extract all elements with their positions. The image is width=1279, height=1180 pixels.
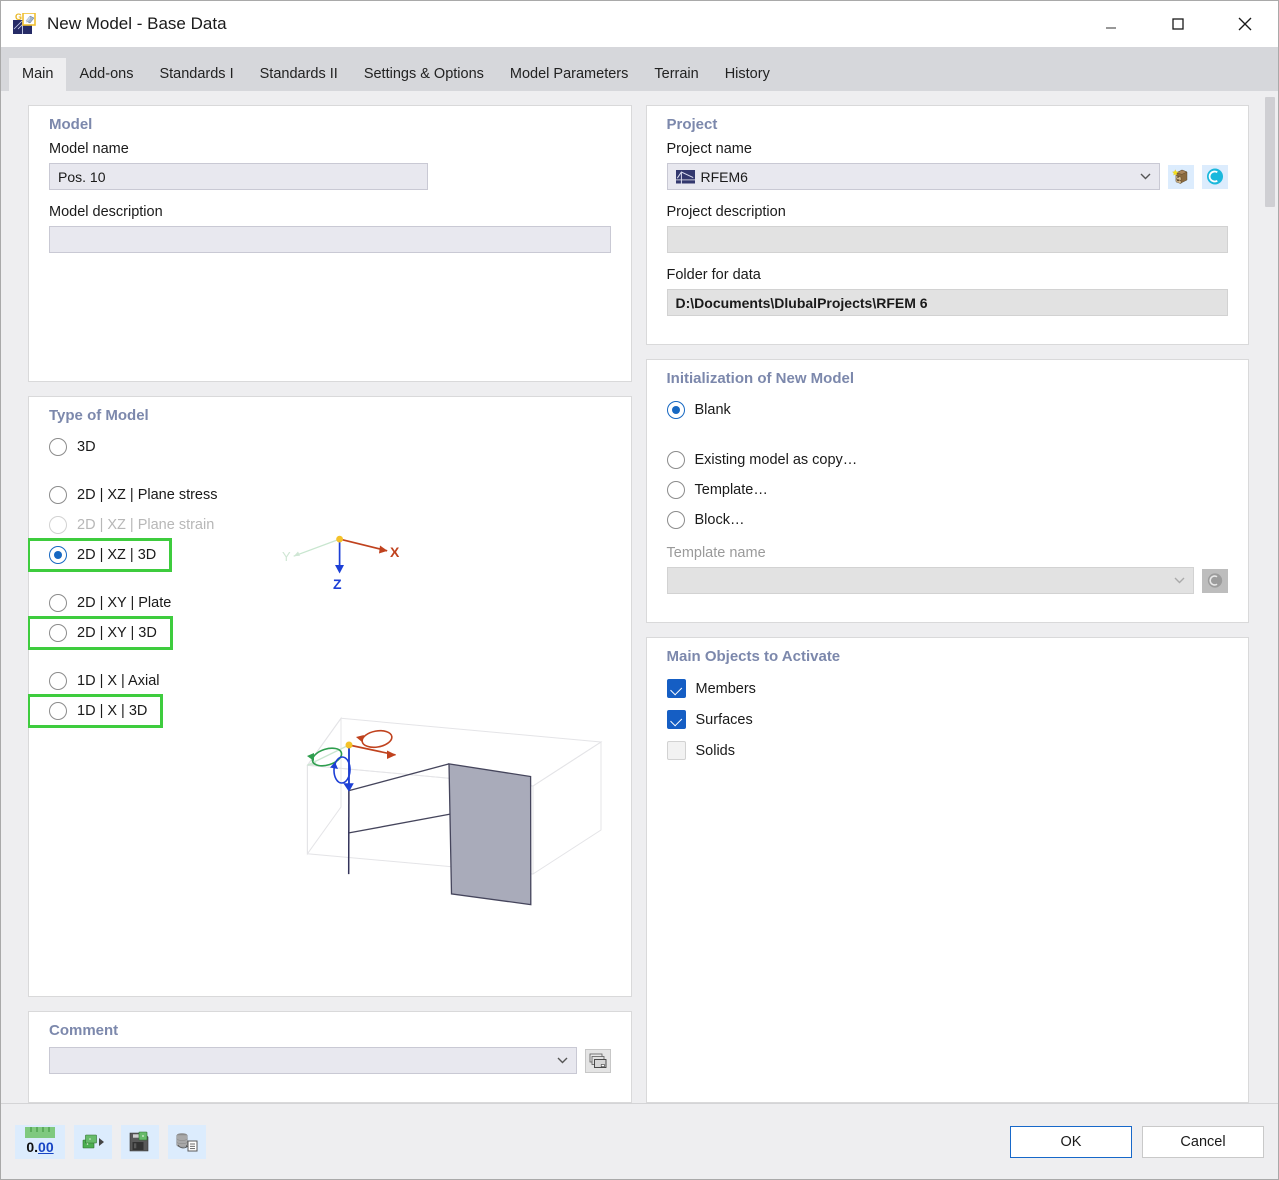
svg-text:X: X [390, 544, 400, 560]
svg-text:Z: Z [333, 576, 342, 592]
svg-text:Y: Y [282, 549, 291, 564]
svg-text:G: G [15, 13, 22, 22]
